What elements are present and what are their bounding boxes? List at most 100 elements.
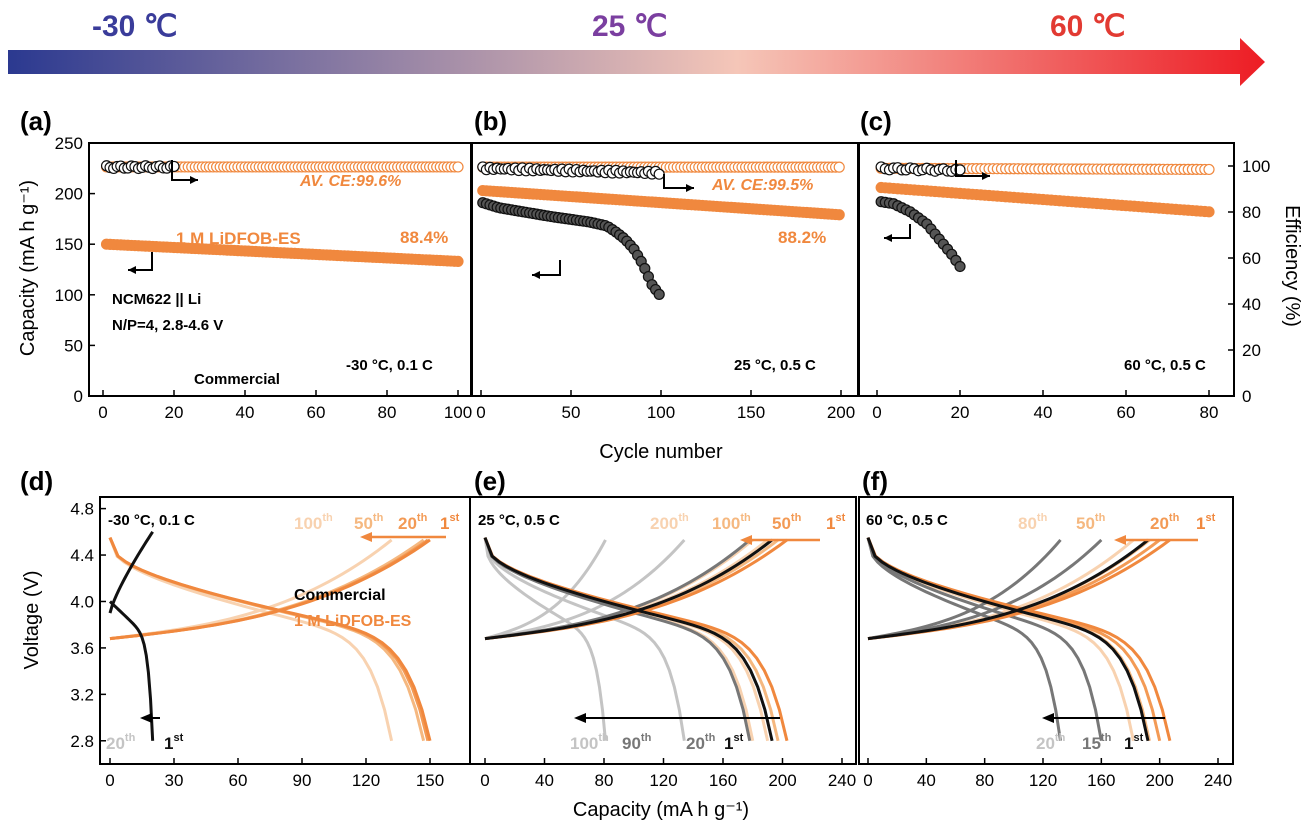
cycle-arrow-top-head	[360, 532, 372, 542]
annotation-np-a: N/P=4, 2.8-4.6 V	[112, 317, 223, 334]
x-tick-label: 240	[828, 771, 856, 790]
x-tick-label: 0	[98, 403, 107, 422]
cycle-label-top: 1st	[826, 512, 846, 533]
y-right-tick-label: 40	[1242, 295, 1261, 314]
cycle-label-bottom: 20th	[106, 732, 136, 753]
panel-a: (a) 0 20 40 60 80 100 0 50 100 150 200 250 AV. CE:9…	[20, 106, 472, 422]
x-tick-label: 120	[1029, 771, 1057, 790]
x-tick-label: 200	[768, 771, 796, 790]
panel-f: (f) 0 40 80 120 160 200 240 80th 50th 20th 1st 20th…	[859, 466, 1233, 790]
y-tick-label: 150	[55, 235, 83, 254]
x-tick-label: 0	[480, 771, 489, 790]
y-right-tick-label: 80	[1242, 203, 1261, 222]
cycle-label-bottom: 1st	[724, 732, 744, 753]
x-tick-label: 0	[872, 403, 881, 422]
top-xlabel: Cycle number	[599, 441, 723, 463]
temperature-banner: -30 ℃ 25 ℃ 60 ℃	[8, 10, 1265, 86]
efficiency-axis-indicator-head	[190, 176, 198, 184]
x-tick-label: 40	[1034, 403, 1053, 422]
bottom-ylabel: Voltage (V)	[21, 571, 43, 670]
panel-b: (b) 0 50 100 150 200 AV. CE:99.5% 88.2% 25 °…	[472, 106, 858, 422]
lidfob-capacity-point	[834, 210, 844, 220]
lidfob-capacity-point	[1204, 207, 1214, 217]
bottom-xlabel: Capacity (mA h g⁻¹)	[573, 799, 749, 821]
x-tick-label: 80	[1200, 403, 1219, 422]
capacity-axis-indicator-head	[532, 271, 540, 279]
x-tick-label: 60	[307, 403, 326, 422]
x-tick-label: 90	[293, 771, 312, 790]
x-tick-label: 200	[1145, 771, 1173, 790]
capacity-axis-indicator	[884, 224, 910, 238]
commercial-efficiency-point	[654, 169, 664, 179]
panel-label-d: (d)	[20, 466, 53, 496]
x-tick-label: 60	[1117, 403, 1136, 422]
condition-b: 25 °C, 0.5 C	[734, 357, 816, 374]
cycle-label-top: 1st	[1196, 512, 1216, 533]
panel-label-a: (a)	[20, 106, 52, 136]
annotation-ce-a: AV. CE:99.6%	[299, 173, 401, 190]
cycle-label-top: 200th	[650, 512, 689, 533]
y-tick-label: 200	[55, 185, 83, 204]
panel-c: (c) 0 20 40 60 80 0 20 40 60 80 100 60 °C, 0.5 C	[859, 106, 1270, 422]
condition-f: 60 °C, 0.5 C	[866, 512, 948, 529]
y-right-tick-label: 100	[1242, 157, 1270, 176]
x-tick-label: 100	[647, 403, 675, 422]
y-tick-label: 2.8	[70, 732, 94, 751]
cycle-arrow-bottom-head	[140, 713, 152, 723]
x-tick-label: 30	[165, 771, 184, 790]
commercial-capacity-point	[955, 261, 965, 271]
capacity-axis-indicator-head	[128, 266, 136, 274]
cycle-label-bottom: 20th	[686, 732, 716, 753]
cycle-label-top: 20th	[1150, 512, 1180, 533]
x-tick-label: 150	[737, 403, 765, 422]
capacity-axis-indicator	[128, 252, 152, 270]
cycle-arrow-bottom-head	[1042, 713, 1054, 723]
x-tick-label: 150	[416, 771, 444, 790]
panel-e: (e) 0 40 80 120 160 200 240 200th 100th 50th 1st 10…	[470, 466, 856, 790]
x-tick-label: 120	[649, 771, 677, 790]
efficiency-axis-indicator-head	[686, 184, 694, 192]
x-tick-label: 160	[1087, 771, 1115, 790]
commercial-capacity-point	[654, 289, 664, 299]
cycle-label-top: 20th	[398, 512, 428, 533]
condition-d: -30 °C, 0.1 C	[108, 512, 195, 529]
y-tick-label: 100	[55, 286, 83, 305]
lidfob-capacity-point	[453, 256, 463, 266]
panel-label-e: (e)	[474, 466, 506, 496]
x-tick-label: 0	[863, 771, 872, 790]
y-tick-label: 4.4	[70, 546, 94, 565]
x-tick-label: 60	[229, 771, 248, 790]
x-tick-label: 80	[595, 771, 614, 790]
x-tick-label: 0	[476, 403, 485, 422]
x-tick-label: 100	[444, 403, 472, 422]
charge-curve	[868, 540, 1170, 639]
x-tick-label: 240	[1204, 771, 1232, 790]
charge-curve	[485, 540, 787, 639]
y-tick-label: 50	[64, 336, 83, 355]
annotation-series-a: 1 M LiDFOB-ES	[176, 229, 301, 248]
temp-label-low: -30 ℃	[92, 10, 177, 43]
legend-commercial-a: Commercial	[194, 371, 280, 388]
cycle-label-top: 100th	[712, 512, 751, 533]
legend-lidfob-d: 1 M LiDFOB-ES	[294, 613, 412, 630]
cycle-label-top: 1st	[440, 512, 460, 533]
x-tick-label: 200	[827, 403, 855, 422]
temp-label-high: 60 ℃	[1050, 10, 1125, 43]
commercial-efficiency-point	[169, 161, 179, 171]
panel-label-c: (c)	[860, 106, 892, 136]
y-tick-label: 0	[74, 387, 83, 406]
annotation-cell-a: NCM622 || Li	[112, 291, 201, 308]
capacity-axis-indicator-head	[884, 234, 892, 242]
cycle-label-top: 50th	[1076, 512, 1106, 533]
cycle-arrow-top-head	[1114, 535, 1126, 545]
condition-c: 60 °C, 0.5 C	[1124, 357, 1206, 374]
x-tick-label: 160	[709, 771, 737, 790]
y-right-tick-label: 60	[1242, 249, 1261, 268]
annotation-retention-b: 88.2%	[778, 228, 826, 247]
cycle-label-top: 50th	[354, 512, 384, 533]
lidfob-efficiency-point	[1204, 164, 1214, 174]
x-tick-label: 40	[535, 771, 554, 790]
y-right-tick-label: 0	[1242, 387, 1251, 406]
top-ylabel-right: Efficiency (%)	[1281, 205, 1303, 327]
